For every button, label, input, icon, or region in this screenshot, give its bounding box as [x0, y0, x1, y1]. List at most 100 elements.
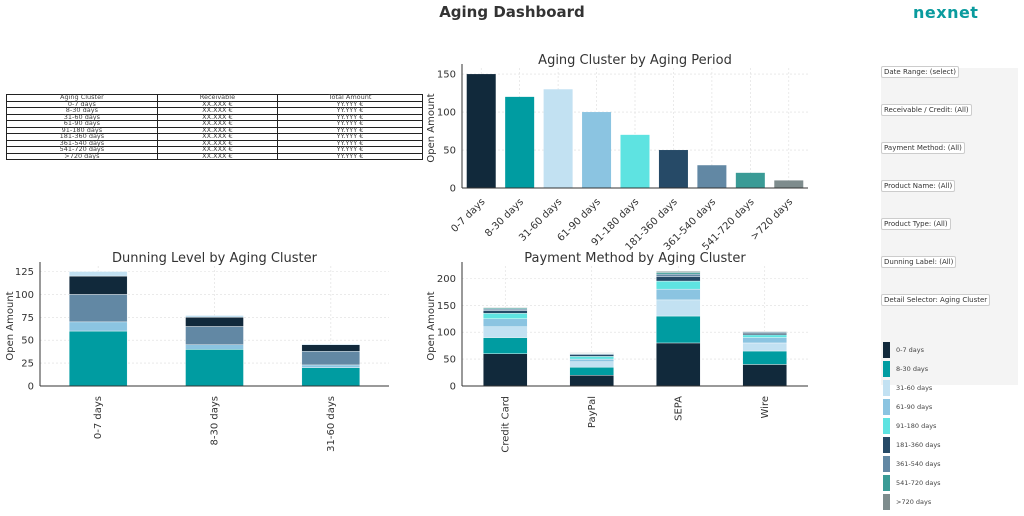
bar-segment: [185, 349, 244, 387]
y-tick-label: 50: [443, 355, 456, 366]
x-tick-label: SEPA: [673, 396, 684, 421]
bar-segment: [569, 366, 614, 376]
bar-segment: [569, 375, 614, 387]
bar-segment: [742, 342, 787, 352]
legend-swatch: [883, 418, 890, 434]
filter-dropdown[interactable]: Receivable / Credit: (All): [881, 104, 972, 116]
bar-segment: [656, 272, 701, 275]
page-title: Aging Dashboard: [439, 3, 585, 21]
bar-segment: [742, 330, 787, 332]
bar-segment: [656, 288, 701, 301]
y-axis-label: Open Amount: [426, 291, 437, 360]
filter-dropdown[interactable]: Date Range: (select): [881, 66, 959, 78]
legend-label: 181-360 days: [896, 441, 941, 449]
y-tick-label: 50: [443, 146, 456, 157]
bar-segment: [185, 326, 244, 345]
filter-dropdown[interactable]: Dunning Label: (All): [881, 256, 957, 268]
bar: [697, 165, 727, 188]
total-amount-cell: YY.YYY €: [277, 113, 423, 121]
bar-segment: [301, 344, 361, 352]
bar-segment: [656, 315, 701, 344]
y-tick-label: 100: [437, 328, 456, 339]
y-tick-label: 150: [437, 70, 456, 81]
legend-swatch: [883, 456, 890, 472]
legend-item: 8-30 days: [883, 361, 928, 377]
bar-segment: [68, 271, 128, 277]
legend-item: 361-540 days: [883, 456, 941, 472]
legend-label: 61-90 days: [896, 403, 933, 411]
legend-swatch: [883, 342, 890, 358]
receivable-cell: XX.XXX €: [156, 120, 279, 128]
legend-label: 8-30 days: [896, 365, 929, 373]
legend-item: 0-7 days: [883, 342, 924, 358]
legend-label: 91-180 days: [896, 422, 937, 430]
bar: [658, 150, 688, 188]
dunning-chart-group: 0 25 50 75 100 125 0-7 days 8-30 days 31-60 days…: [5, 251, 389, 452]
legend-swatch: [883, 380, 890, 396]
total-amount-cell: YY.YYY €: [277, 152, 423, 160]
legend-label: 361-540 days: [896, 460, 941, 468]
filter-dropdown[interactable]: Product Name: (All): [881, 180, 956, 192]
x-tick-label: 0-7 days: [93, 396, 104, 439]
legend-label: 0-7 days: [896, 346, 925, 354]
bar-segment: [656, 342, 701, 387]
y-tick-label: 50: [21, 336, 34, 347]
bar-segment: [656, 280, 701, 290]
bar-segment: [68, 330, 128, 387]
receivable-cell: XX.XXX €: [156, 113, 279, 121]
legend-swatch: [883, 494, 890, 510]
chart-title: Payment Method by Aging Cluster: [524, 251, 746, 266]
filter-dropdown[interactable]: Detail Selector: Aging Cluster: [881, 294, 991, 306]
bar-segment: [483, 353, 528, 387]
receivable-cell: XX.XXX €: [156, 107, 279, 115]
x-tick-label: 0-7 days: [449, 197, 487, 235]
y-tick-label: 75: [21, 313, 34, 324]
y-axis-label: Open Amount: [5, 291, 16, 360]
payment-chart-group: 0 50 100 150 200 Credit Card PayPal SEPA Wire Pay…: [426, 251, 808, 453]
y-tick-label: 25: [21, 359, 34, 370]
x-tick-label: Credit Card: [500, 396, 511, 453]
table-row: 0-7 days XX.XXX € YY.YYY €: [6, 100, 423, 108]
legend-item: 181-360 days: [883, 437, 941, 453]
x-tick-label: 31-60 days: [326, 396, 337, 452]
bar: [543, 89, 573, 188]
y-tick-label: 0: [450, 382, 456, 393]
table-row: 61-90 days XX.XXX € YY.YYY €: [6, 120, 423, 128]
legend-swatch: [883, 475, 890, 491]
y-axis-label: Open Amount: [426, 93, 437, 162]
bar-segment: [185, 315, 244, 318]
filter-dropdown[interactable]: Payment Method: (All): [881, 142, 965, 154]
receivable-cell: XX.XXX €: [156, 152, 279, 160]
y-tick-label: 125: [15, 267, 34, 278]
y-tick-label: 100: [437, 108, 456, 119]
total-amount-cell: YY.YYY €: [277, 100, 423, 108]
x-tick-label: PayPal: [587, 396, 598, 428]
legend-label: 541-720 days: [896, 479, 941, 487]
bar-segment: [656, 271, 701, 273]
y-tick-label: 0: [450, 184, 456, 195]
aging-summary-table: Aging Cluster Receivable Total Amount 0-…: [6, 94, 423, 160]
filter-dropdown[interactable]: Product Type: (All): [881, 218, 951, 230]
legend-swatch: [883, 361, 890, 377]
y-tick-label: 100: [15, 290, 34, 301]
bar-segment: [569, 358, 614, 362]
bar-segment: [185, 317, 244, 327]
brand-logo: nexnet: [913, 3, 979, 22]
y-tick-label: 0: [28, 382, 34, 393]
x-tick-label: >720 days: [749, 197, 795, 243]
bar-segment: [301, 367, 361, 387]
table-row: >720 days XX.XXX € YY.YYY €: [6, 152, 423, 160]
bar-segment: [483, 308, 528, 311]
table-row: 8-30 days XX.XXX € YY.YYY €: [6, 107, 423, 115]
legend-swatch: [883, 437, 890, 453]
legend-item: 91-180 days: [883, 418, 936, 434]
bar: [620, 134, 650, 188]
bar-segment: [483, 313, 528, 319]
bar-segment: [483, 310, 528, 314]
column-header: Total Amount: [277, 94, 423, 102]
bar-segment: [569, 354, 614, 357]
legend-item: 31-60 days: [883, 380, 932, 396]
bar: [735, 172, 765, 188]
